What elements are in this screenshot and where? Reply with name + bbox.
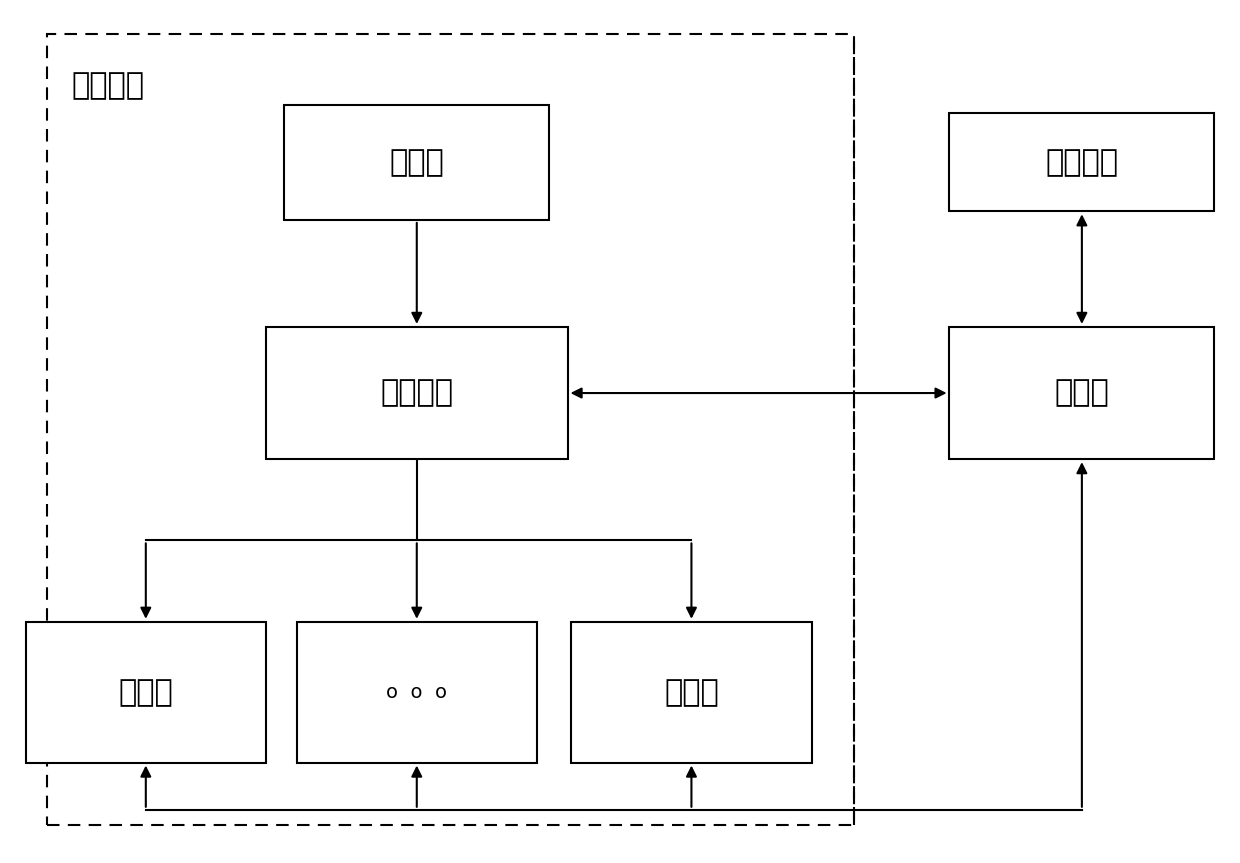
Text: 充电桩: 充电桩: [665, 677, 719, 707]
Text: 移动终端: 移动终端: [1045, 148, 1118, 177]
Bar: [47, 34, 854, 825]
Text: 控制主机: 控制主机: [381, 379, 454, 407]
Bar: [950, 327, 1214, 459]
Text: 变压器: 变压器: [389, 148, 444, 177]
Text: o  o  o: o o o: [387, 683, 448, 702]
Text: 服务器: 服务器: [1054, 379, 1110, 407]
Bar: [950, 113, 1214, 211]
Bar: [26, 621, 265, 763]
Text: 控制区域: 控制区域: [72, 71, 145, 100]
Bar: [265, 327, 568, 459]
Bar: [284, 104, 549, 220]
Bar: [296, 621, 537, 763]
Text: 充电桩: 充电桩: [119, 677, 174, 707]
Bar: [572, 621, 811, 763]
